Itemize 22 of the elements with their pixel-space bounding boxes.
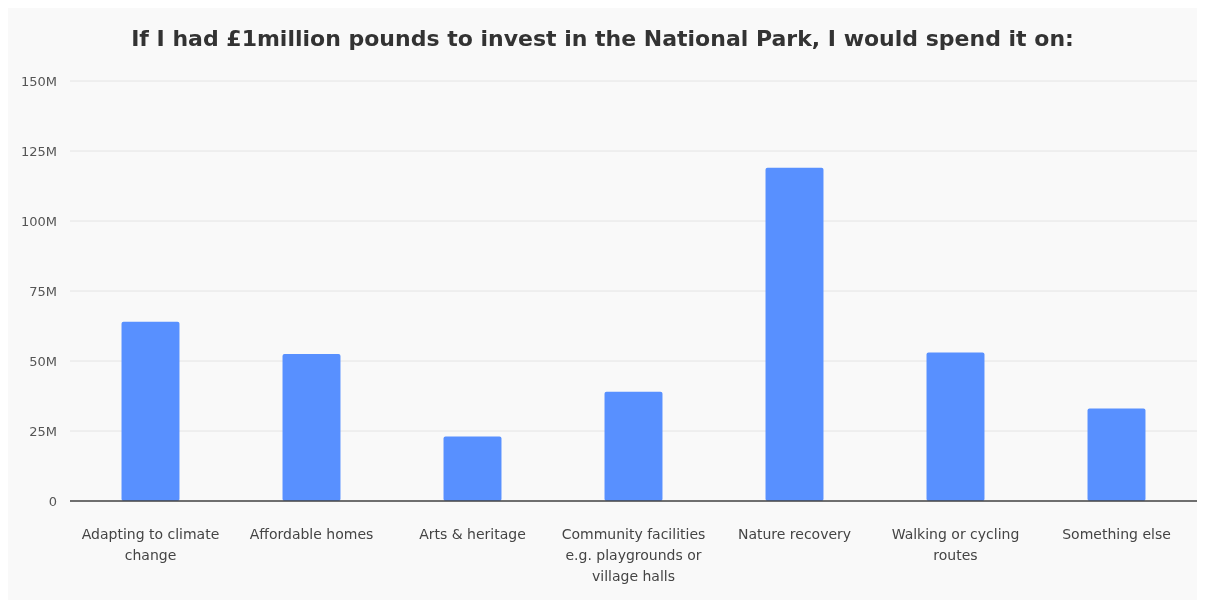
x-tick-label: Adapting to climate change <box>81 526 220 563</box>
y-tick-label: 25M <box>29 423 57 439</box>
bar <box>443 436 502 501</box>
chart-title: If I had £1million pounds to invest in the National Park, I would spend it on: <box>131 26 1074 51</box>
y-tick-label: 125M <box>20 143 57 159</box>
bar <box>121 321 180 501</box>
x-tick-label: Community facilities e.g. playgrounds or village halls <box>561 526 706 584</box>
y-tick-label: 75M <box>29 283 57 299</box>
bar <box>926 352 985 501</box>
y-tick-label: 50M <box>29 353 57 369</box>
y-tick-label: 0 <box>48 493 57 509</box>
bar <box>604 391 663 501</box>
bar <box>282 354 341 501</box>
x-tick-label: Arts & heritage <box>419 526 526 542</box>
x-tick-label: Affordable homes <box>249 526 374 542</box>
bar <box>1087 408 1146 501</box>
x-tick-label: Nature recovery <box>737 526 852 542</box>
y-tick-label: 100M <box>20 213 57 229</box>
bar <box>765 167 824 501</box>
x-tick-label: Walking or cycling routes <box>891 526 1020 563</box>
x-tick-label: Something else <box>1062 526 1171 542</box>
y-tick-label: 150M <box>20 73 57 89</box>
